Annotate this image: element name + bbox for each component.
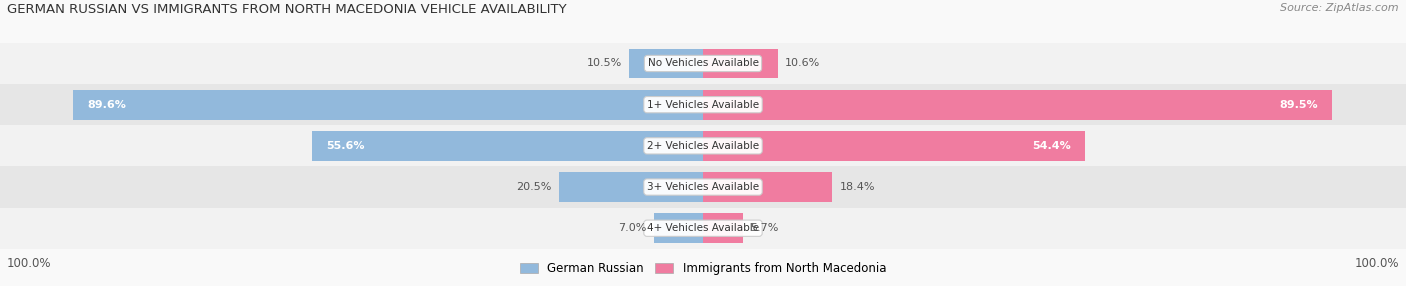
Bar xyxy=(703,90,1333,120)
Bar xyxy=(0,208,1406,249)
Text: No Vehicles Available: No Vehicles Available xyxy=(648,59,758,68)
Bar xyxy=(73,90,703,120)
Text: 100.0%: 100.0% xyxy=(1354,257,1399,270)
Legend: German Russian, Immigrants from North Macedonia: German Russian, Immigrants from North Ma… xyxy=(515,258,891,280)
Bar xyxy=(703,213,744,243)
Bar xyxy=(703,49,778,78)
Text: 10.6%: 10.6% xyxy=(785,59,820,68)
Text: 20.5%: 20.5% xyxy=(516,182,551,192)
Text: GERMAN RUSSIAN VS IMMIGRANTS FROM NORTH MACEDONIA VEHICLE AVAILABILITY: GERMAN RUSSIAN VS IMMIGRANTS FROM NORTH … xyxy=(7,3,567,16)
Text: 7.0%: 7.0% xyxy=(619,223,647,233)
Text: Source: ZipAtlas.com: Source: ZipAtlas.com xyxy=(1281,3,1399,13)
Text: 10.5%: 10.5% xyxy=(586,59,621,68)
Bar xyxy=(0,166,1406,208)
Bar xyxy=(0,43,1406,84)
Bar xyxy=(560,172,703,202)
Text: 54.4%: 54.4% xyxy=(1032,141,1071,151)
Text: 89.5%: 89.5% xyxy=(1279,100,1319,110)
Bar xyxy=(703,172,832,202)
Text: 100.0%: 100.0% xyxy=(7,257,52,270)
Text: 55.6%: 55.6% xyxy=(326,141,364,151)
Text: 2+ Vehicles Available: 2+ Vehicles Available xyxy=(647,141,759,151)
Text: 1+ Vehicles Available: 1+ Vehicles Available xyxy=(647,100,759,110)
Text: 5.7%: 5.7% xyxy=(751,223,779,233)
Bar xyxy=(703,131,1085,161)
Text: 3+ Vehicles Available: 3+ Vehicles Available xyxy=(647,182,759,192)
Text: 89.6%: 89.6% xyxy=(87,100,127,110)
Bar xyxy=(630,49,703,78)
Text: 4+ Vehicles Available: 4+ Vehicles Available xyxy=(647,223,759,233)
Bar xyxy=(312,131,703,161)
Bar xyxy=(0,84,1406,125)
Text: 18.4%: 18.4% xyxy=(839,182,875,192)
Bar xyxy=(654,213,703,243)
Bar xyxy=(0,125,1406,166)
